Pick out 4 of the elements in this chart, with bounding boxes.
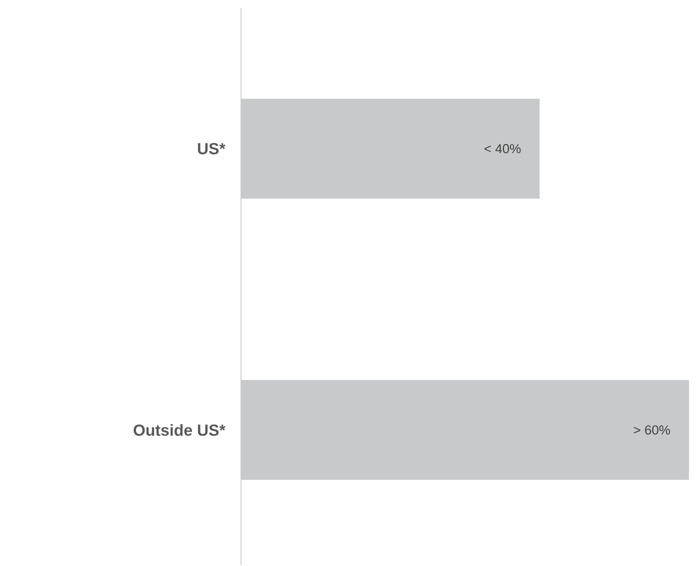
data-label: < 40% xyxy=(484,144,521,154)
y-tick-label: Outside US* xyxy=(134,424,226,436)
data-label: > 60% xyxy=(634,426,670,435)
y-tick-label: US* xyxy=(198,143,226,155)
